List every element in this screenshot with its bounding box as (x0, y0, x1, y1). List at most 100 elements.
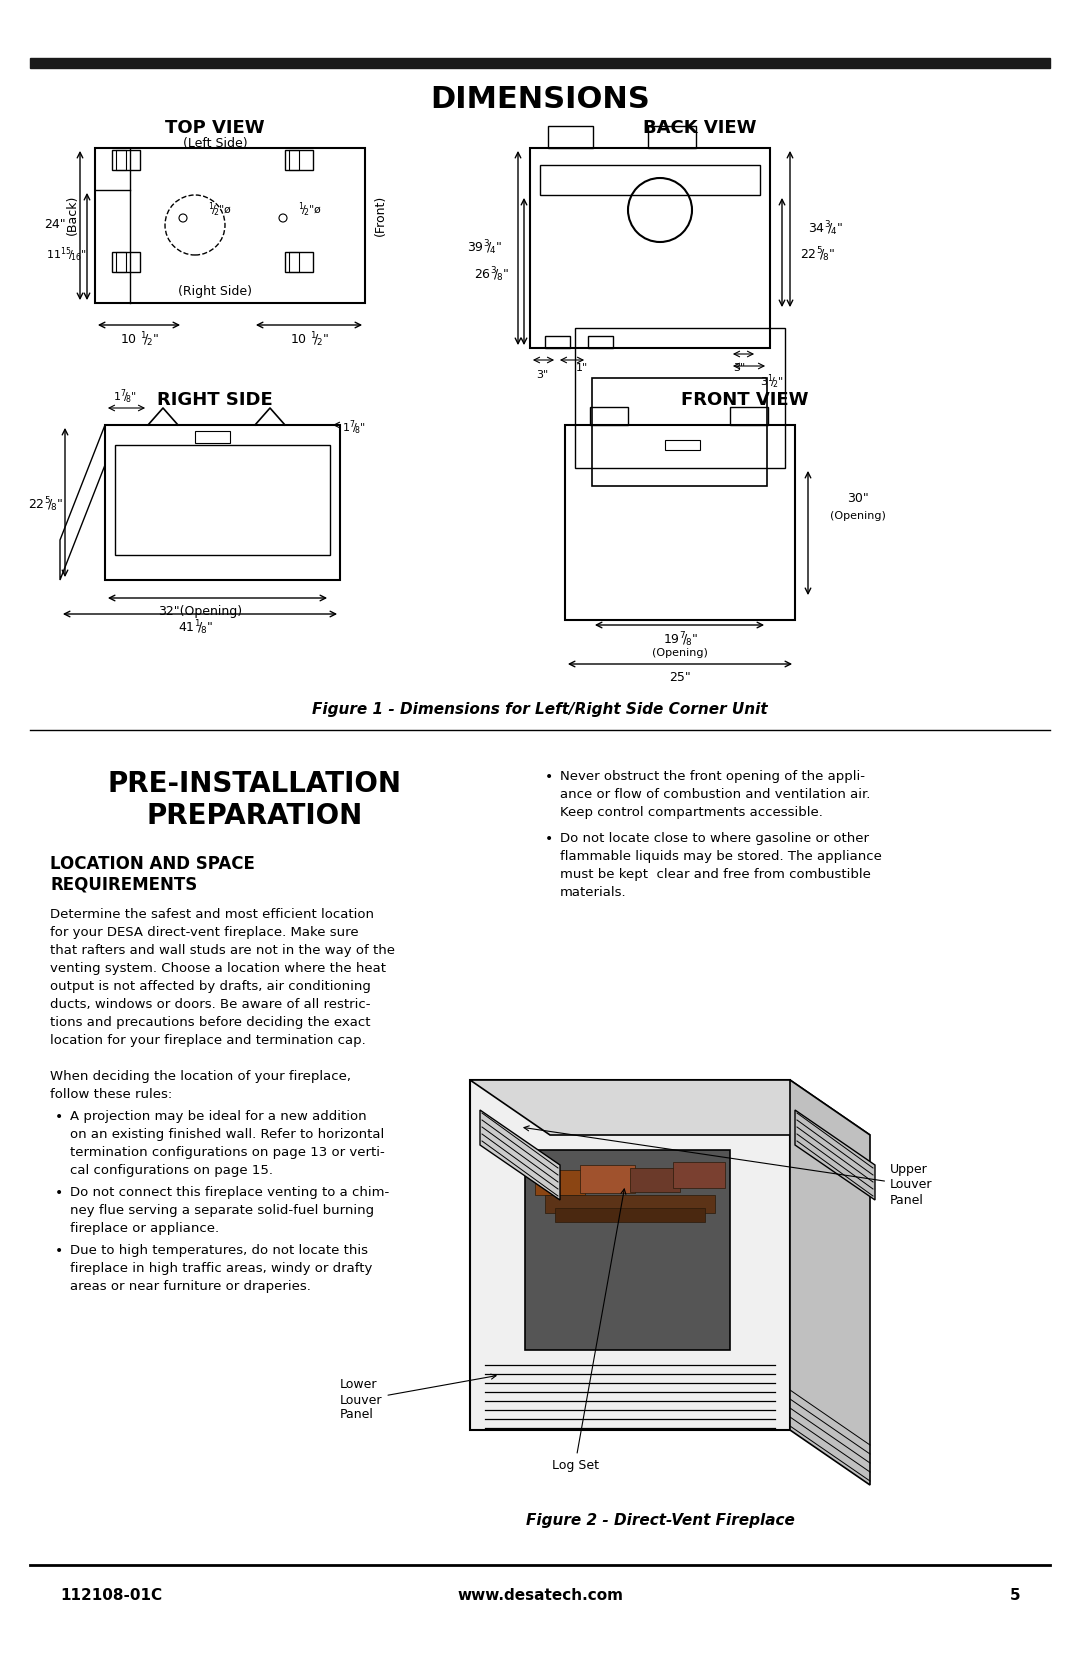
Text: output is not affected by drafts, air conditioning: output is not affected by drafts, air co… (50, 980, 370, 993)
Text: ance or flow of combustion and ventilation air.: ance or flow of combustion and ventilati… (561, 788, 870, 801)
Bar (648, 125, 696, 149)
Text: ney flue serving a separate solid-fuel burning: ney flue serving a separate solid-fuel b… (70, 1203, 374, 1217)
Bar (575, 329, 785, 467)
Bar (112, 252, 140, 272)
Bar (285, 252, 313, 272)
Text: must be kept  clear and free from combustible: must be kept clear and free from combust… (561, 868, 870, 881)
Text: areas or near furniture or draperies.: areas or near furniture or draperies. (70, 1280, 311, 1293)
Text: 11$^{15}\!/\!_{16}$": 11$^{15}\!/\!_{16}$" (46, 245, 87, 264)
Text: •: • (55, 1243, 64, 1258)
Text: 41$^1\!/\!_8$": 41$^1\!/\!_8$" (177, 619, 213, 638)
Bar (592, 377, 767, 486)
Text: termination configurations on page 13 or verti-: termination configurations on page 13 or… (70, 1147, 384, 1158)
Text: DIMENSIONS: DIMENSIONS (430, 85, 650, 115)
Text: fireplace or appliance.: fireplace or appliance. (70, 1222, 219, 1235)
Text: 3": 3" (536, 371, 549, 381)
Text: 112108-01C: 112108-01C (60, 1587, 162, 1602)
Text: 3$^1\!/\!_2$": 3$^1\!/\!_2$" (760, 372, 784, 391)
Bar (545, 1195, 715, 1213)
Bar (590, 407, 627, 426)
Text: 34$^3\!/\!_4$": 34$^3\!/\!_4$" (808, 220, 842, 239)
Text: TOP VIEW: TOP VIEW (165, 118, 265, 137)
Bar (289, 252, 299, 272)
Text: Figure 2 - Direct-Vent Fireplace: Figure 2 - Direct-Vent Fireplace (526, 1512, 795, 1527)
Text: 26$^3\!/\!_8$": 26$^3\!/\!_8$" (474, 265, 509, 284)
Bar (665, 441, 700, 451)
Text: flammable liquids may be stored. The appliance: flammable liquids may be stored. The app… (561, 850, 882, 863)
Text: (Back): (Back) (66, 195, 79, 235)
Bar (545, 335, 570, 349)
Text: (Left Side): (Left Side) (183, 137, 247, 150)
Text: 25": 25" (670, 671, 691, 684)
Text: (Opening): (Opening) (831, 511, 886, 521)
Bar (580, 1165, 635, 1193)
Text: cal configurations on page 15.: cal configurations on page 15. (70, 1163, 273, 1177)
Text: 3": 3" (732, 362, 745, 372)
Text: Log Set: Log Set (552, 1188, 626, 1472)
Text: BACK VIEW: BACK VIEW (644, 118, 757, 137)
Polygon shape (480, 1110, 561, 1200)
Text: PRE-INSTALLATION
PREPARATION: PRE-INSTALLATION PREPARATION (108, 769, 402, 829)
Text: 10 $^1\!/\!_2$": 10 $^1\!/\!_2$" (120, 330, 159, 349)
Text: Keep control compartments accessible.: Keep control compartments accessible. (561, 806, 823, 819)
Text: •: • (55, 1187, 64, 1200)
Bar (95, 149, 365, 304)
Text: that rafters and wall studs are not in the way of the: that rafters and wall studs are not in t… (50, 945, 395, 956)
Bar (289, 150, 299, 170)
Polygon shape (470, 1080, 870, 1135)
Text: 32"(Opening): 32"(Opening) (158, 606, 242, 619)
Text: 1$^7\!/\!_8$": 1$^7\!/\!_8$" (113, 387, 137, 406)
Text: 24": 24" (44, 219, 66, 232)
Polygon shape (795, 1110, 875, 1200)
Text: LOCATION AND SPACE
REQUIREMENTS: LOCATION AND SPACE REQUIREMENTS (50, 855, 255, 895)
Text: 22$^5\!/\!_8$": 22$^5\!/\!_8$" (28, 496, 63, 514)
Bar (673, 1162, 725, 1188)
Text: •: • (545, 833, 553, 846)
Bar (548, 125, 593, 149)
Bar (285, 150, 313, 170)
Text: •: • (545, 769, 553, 784)
Text: 22$^5\!/\!_8$": 22$^5\!/\!_8$" (800, 245, 835, 264)
Text: 39$^3\!/\!_4$": 39$^3\!/\!_4$" (468, 239, 502, 257)
Bar (105, 426, 340, 581)
Bar (565, 426, 795, 619)
Text: Do not locate close to where gasoline or other: Do not locate close to where gasoline or… (561, 833, 869, 845)
Bar (540, 165, 760, 195)
Text: •: • (55, 1110, 64, 1123)
Text: Figure 1 - Dimensions for Left/Right Side Corner Unit: Figure 1 - Dimensions for Left/Right Sid… (312, 703, 768, 718)
Text: FRONT VIEW: FRONT VIEW (681, 391, 809, 409)
Bar (555, 1208, 705, 1222)
Text: 1": 1" (576, 362, 589, 372)
Bar (116, 150, 126, 170)
Bar (112, 150, 140, 170)
Text: 5: 5 (1010, 1587, 1020, 1602)
Bar (730, 407, 768, 426)
Text: www.desatech.com: www.desatech.com (457, 1587, 623, 1602)
Text: 19$^7\!/\!_8$": 19$^7\!/\!_8$" (663, 631, 698, 649)
Text: 1$^7\!/\!_8$": 1$^7\!/\!_8$" (342, 419, 366, 437)
Bar (470, 1080, 789, 1430)
Text: venting system. Choose a location where the heat: venting system. Choose a location where … (50, 961, 386, 975)
Text: $^1\!/\!_2$"ø: $^1\!/\!_2$"ø (208, 200, 232, 219)
Text: fireplace in high traffic areas, windy or drafty: fireplace in high traffic areas, windy o… (70, 1262, 373, 1275)
Text: follow these rules:: follow these rules: (50, 1088, 172, 1102)
Text: $^1\!/\!_2$"ø: $^1\!/\!_2$"ø (298, 200, 322, 219)
Text: for your DESA direct-vent fireplace. Make sure: for your DESA direct-vent fireplace. Mak… (50, 926, 359, 940)
Bar (588, 335, 613, 349)
Text: materials.: materials. (561, 886, 626, 900)
Bar (535, 1170, 585, 1195)
Text: (Front): (Front) (374, 194, 387, 235)
Text: tions and precautions before deciding the exact: tions and precautions before deciding th… (50, 1016, 370, 1030)
Text: 10 $^1\!/\!_2$": 10 $^1\!/\!_2$" (289, 330, 328, 349)
Text: location for your fireplace and termination cap.: location for your fireplace and terminat… (50, 1035, 366, 1046)
Text: RIGHT SIDE: RIGHT SIDE (157, 391, 273, 409)
Text: A projection may be ideal for a new addition: A projection may be ideal for a new addi… (70, 1110, 366, 1123)
Text: on an existing finished wall. Refer to horizontal: on an existing finished wall. Refer to h… (70, 1128, 384, 1142)
Text: When deciding the location of your fireplace,: When deciding the location of your firep… (50, 1070, 351, 1083)
Text: (Opening): (Opening) (652, 648, 707, 658)
Text: Upper
Louver
Panel: Upper Louver Panel (524, 1127, 932, 1207)
Bar (530, 149, 770, 349)
Text: (Right Side): (Right Side) (178, 285, 252, 299)
Text: Do not connect this fireplace venting to a chim-: Do not connect this fireplace venting to… (70, 1187, 389, 1198)
Text: 30": 30" (847, 491, 869, 504)
